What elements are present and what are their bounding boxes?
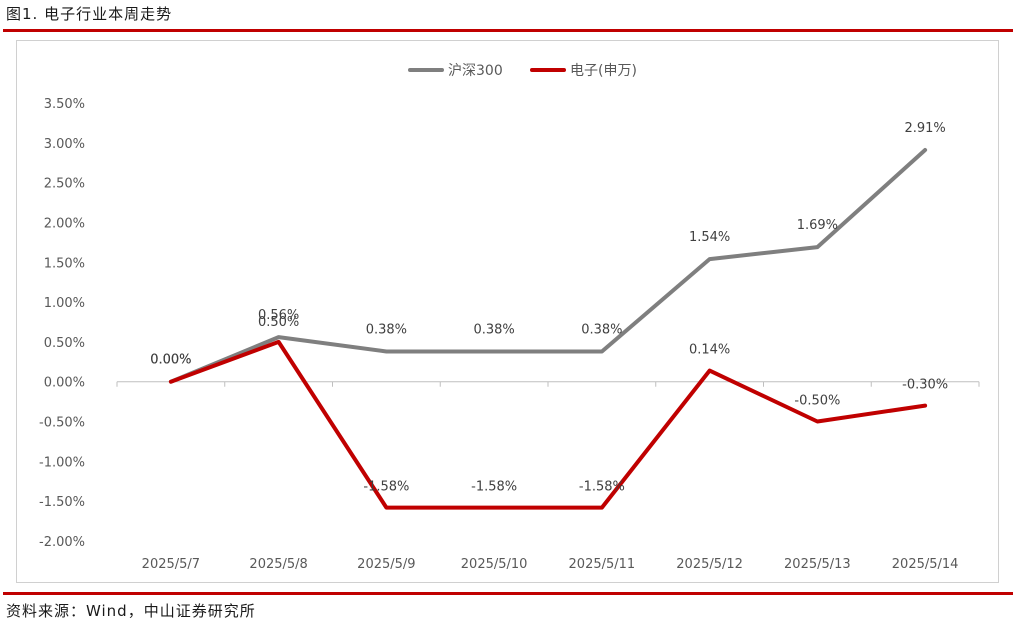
data-label: 2.91%: [904, 121, 945, 136]
chart-frame: 沪深300 电子(申万) 3.50% 3.00% 2.50% 2.00% 1.50% 1.0…: [16, 40, 999, 583]
y-tick-label: 3.50%: [44, 97, 85, 112]
bottom-divider: [3, 592, 1013, 595]
data-label: 1.54%: [689, 230, 730, 245]
chart-legend: 沪深300 电子(申万): [408, 63, 637, 79]
data-label: -0.50%: [794, 394, 840, 409]
series-line: [168, 339, 928, 510]
y-tick-label: 0.50%: [44, 336, 85, 351]
y-tick-label: 1.50%: [44, 256, 85, 271]
y-tick-label: -1.50%: [39, 495, 85, 510]
y-tick-label: 0.00%: [44, 376, 85, 391]
data-label: 0.56%: [258, 308, 299, 323]
y-axis: 3.50% 3.00% 2.50% 2.00% 1.50% 1.00% 0.50% 0.00%…: [39, 97, 85, 550]
series-line: [168, 148, 928, 384]
data-label: 0.38%: [581, 322, 622, 337]
data-label: 0.00%: [150, 353, 191, 368]
top-divider: [3, 29, 1013, 32]
line-chart: 沪深300 电子(申万) 3.50% 3.00% 2.50% 2.00% 1.50% 1.0…: [39, 63, 980, 572]
y-tick-label: -2.00%: [39, 535, 85, 550]
y-tick-label: -0.50%: [39, 416, 85, 431]
figure-title: 图1. 电子行业本周走势: [6, 5, 173, 23]
data-label: -1.58%: [471, 480, 517, 495]
data-label: 0.38%: [366, 322, 407, 337]
x-tick-label: 2025/5/7: [142, 557, 200, 572]
y-tick-label: 1.00%: [44, 296, 85, 311]
y-tick-label: 2.50%: [44, 177, 85, 192]
series-layer: [168, 148, 928, 510]
data-label: 1.69%: [797, 218, 838, 233]
data-label: -1.58%: [363, 480, 409, 495]
data-label: -1.58%: [579, 480, 625, 495]
data-label: 0.38%: [473, 322, 514, 337]
x-tick-label: 2025/5/13: [784, 557, 851, 572]
data-label: 0.50%: [258, 315, 299, 330]
y-tick-label: -1.00%: [39, 455, 85, 470]
data-labels-layer: 0.00% 0.56% 0.38% 0.38% 0.38% 1.54% 1.69% 2.91%…: [150, 121, 948, 495]
legend-label: 电子(申万): [570, 63, 637, 79]
data-label: -0.30%: [902, 378, 948, 393]
y-tick-label: 2.00%: [44, 216, 85, 231]
legend-item: 沪深300: [408, 63, 503, 79]
x-tick-label: 2025/5/8: [249, 557, 307, 572]
x-tick-label: 2025/5/14: [892, 557, 959, 572]
x-tick-label: 2025/5/10: [461, 557, 528, 572]
x-axis: 2025/5/7 2025/5/8 2025/5/9 2025/5/10 2025/5/…: [116, 381, 980, 572]
legend-label: 沪深300: [448, 63, 503, 79]
y-tick-label: 3.00%: [44, 137, 85, 152]
x-tick-label: 2025/5/9: [357, 557, 415, 572]
source-note: 资料来源：Wind，中山证券研究所: [6, 602, 256, 620]
data-label: 0.00%: [150, 353, 191, 368]
data-label: 0.14%: [689, 343, 730, 358]
x-tick-label: 2025/5/12: [676, 557, 743, 572]
legend-item: 电子(申万): [530, 63, 637, 79]
x-tick-label: 2025/5/11: [569, 557, 636, 572]
